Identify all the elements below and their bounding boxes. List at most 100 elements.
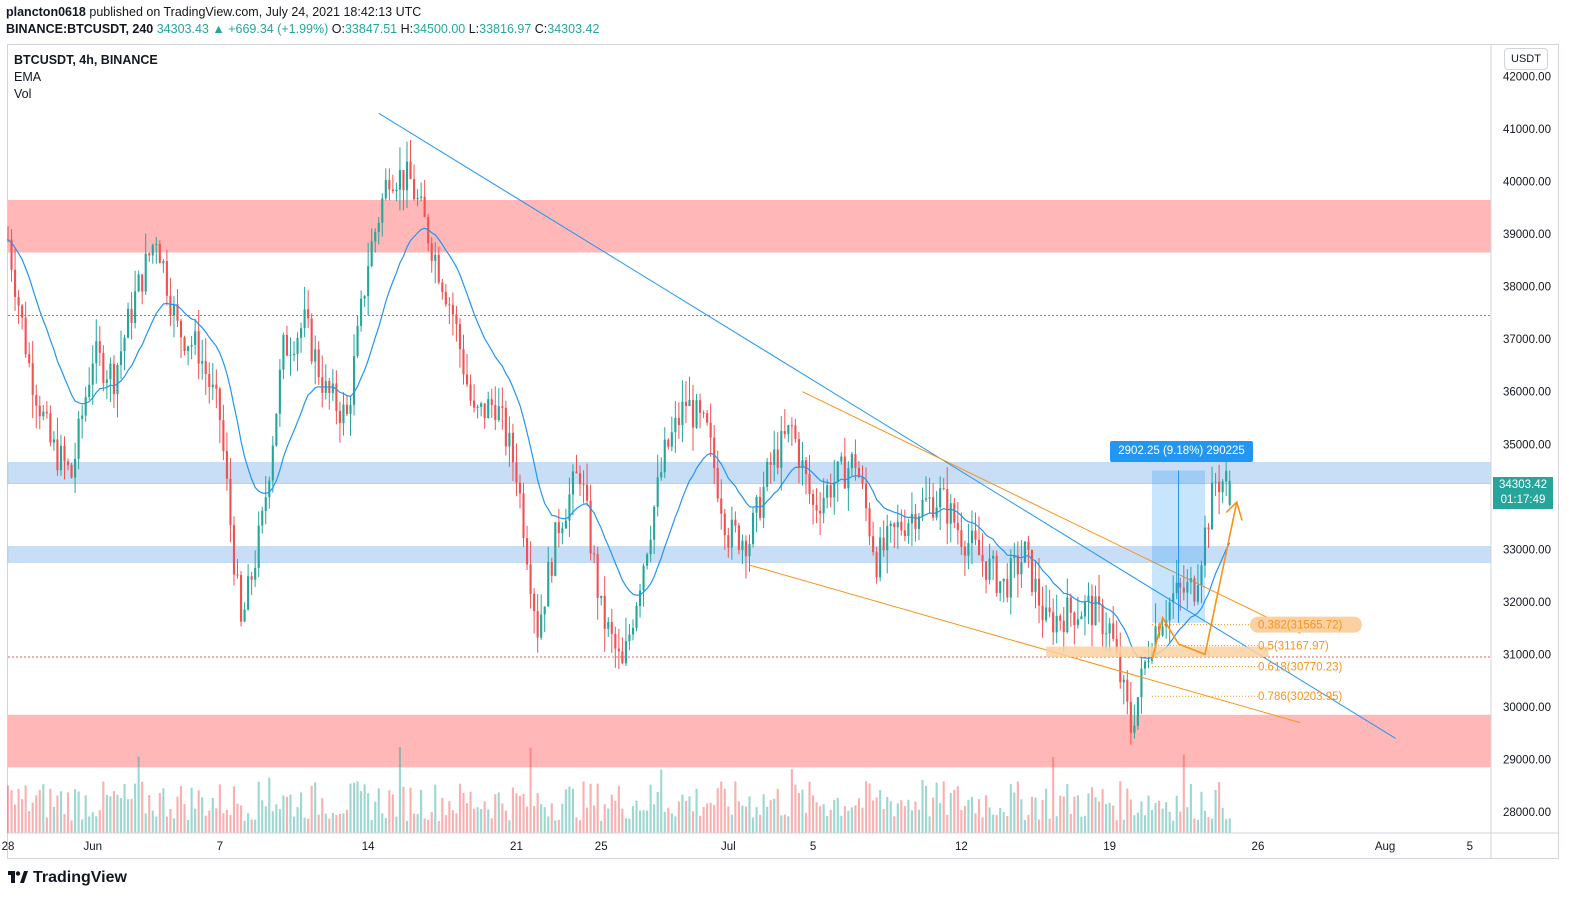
candle-body [236, 574, 239, 576]
volume-bar [476, 807, 479, 833]
volume-bar [1203, 810, 1207, 833]
candle-body [787, 425, 790, 435]
legend-ema[interactable]: EMA [14, 70, 42, 84]
volume-bar [398, 747, 401, 833]
candle-body [1175, 582, 1178, 594]
volume-bar [363, 784, 366, 833]
volume-bar [783, 814, 786, 833]
candle-body [1023, 541, 1026, 563]
candle-body [716, 468, 719, 499]
candle-body [642, 565, 645, 591]
volume-bar [508, 820, 511, 833]
candle-body [116, 364, 119, 395]
candle-body [77, 418, 80, 459]
candle-body [208, 373, 211, 387]
volume-bar [105, 794, 108, 833]
price-tick-label: 28000.00 [1503, 807, 1551, 819]
volume-bar [155, 816, 158, 833]
price-tick-label: 36000.00 [1503, 387, 1551, 399]
volume-bar [1009, 784, 1012, 833]
candle-body [204, 361, 207, 374]
volume-bar [1013, 792, 1016, 833]
candle-body [409, 161, 412, 180]
legend-title: BTCUSDT, 4h, BINANCE [14, 53, 158, 67]
candle-body [374, 231, 377, 242]
candle-body [310, 318, 313, 362]
candle-body [250, 576, 253, 580]
candle-body [264, 497, 267, 511]
candle-body [970, 530, 974, 544]
candle-body [801, 460, 804, 468]
price-tick-label: 39000.00 [1503, 229, 1551, 241]
candle-body [28, 354, 31, 364]
fib-level-label: 0.618(30770.23) [1258, 661, 1343, 673]
candle-body [218, 388, 221, 421]
candle-body [1147, 660, 1150, 662]
time-tick-label: 7 [217, 841, 223, 853]
candle-body [730, 519, 733, 548]
volume-bar [1210, 818, 1214, 833]
volume-bar [939, 803, 942, 833]
tradingview-brand[interactable]: TradingView [8, 869, 127, 887]
volume-bar [21, 799, 24, 833]
volume-bar [501, 803, 504, 833]
volume-bar [1225, 819, 1228, 833]
volume-bar [804, 812, 808, 833]
candle-body [992, 555, 995, 559]
volume-bar [762, 794, 765, 833]
volume-bar [511, 787, 514, 833]
volume-bar [653, 804, 656, 833]
volume-bar [137, 756, 140, 833]
volume-bar [1133, 815, 1136, 833]
volume-bar [1066, 784, 1069, 833]
volume-bar [130, 798, 133, 833]
volume-bar [607, 808, 610, 833]
volume-bar [681, 794, 684, 833]
volume-bar [518, 795, 522, 833]
volume-bar [367, 793, 370, 833]
candle-body [469, 384, 472, 401]
candle-body [638, 590, 642, 607]
volume-bar [727, 806, 730, 833]
time-tick-label: Aug [1375, 841, 1395, 853]
candle-body [600, 595, 603, 598]
volume-bar [52, 806, 55, 833]
volume-bar [1094, 797, 1097, 833]
volume-bar [554, 820, 557, 833]
candle-body [42, 411, 45, 417]
volume-bar [896, 803, 899, 833]
volume-bar [420, 789, 423, 833]
candle-body [1087, 595, 1090, 602]
volume-bar [56, 795, 59, 833]
candle-body [751, 512, 755, 545]
volume-bar [706, 803, 709, 833]
volume-bar [903, 806, 906, 833]
volume-bar [1182, 754, 1185, 833]
volume-bar [1175, 795, 1178, 833]
volume-bar [766, 806, 769, 833]
legend-vol[interactable]: Vol [14, 87, 32, 101]
candle-body [476, 406, 479, 408]
volume-bar [197, 790, 200, 833]
volume-bar [6, 785, 10, 833]
candle-body [864, 483, 868, 509]
candle-body [942, 488, 945, 490]
volume-bar [1228, 818, 1231, 833]
volume-bar [261, 800, 264, 833]
currency-unit-button[interactable]: USDT [1504, 48, 1548, 70]
volume-bar [1112, 805, 1115, 833]
volume-bar [126, 799, 130, 833]
volume-bar [1122, 819, 1125, 833]
candle-body [988, 558, 991, 580]
time-tick-label: 28 [2, 841, 15, 853]
candle-body [536, 611, 539, 638]
close-value: 34303.42 [547, 22, 600, 36]
volume-bar [1126, 788, 1129, 833]
volume-bar [303, 817, 306, 833]
candle-body [737, 525, 740, 551]
volume-bar [391, 794, 394, 833]
candle-body [589, 500, 592, 554]
candle-body [1200, 565, 1203, 586]
volume-bar [134, 783, 137, 833]
